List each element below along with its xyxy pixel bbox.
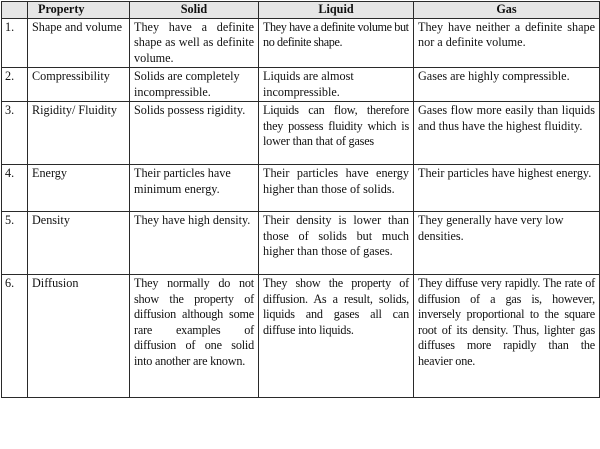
cell-liquid: Their particles have energy higher than … bbox=[258, 164, 414, 212]
header-liquid: Liquid bbox=[258, 1, 414, 19]
row-property: Diffusion bbox=[27, 274, 130, 398]
table-row: 2. Compressibility Solids are completely… bbox=[1, 67, 600, 102]
cell-solid: They have high density. bbox=[129, 211, 259, 275]
cell-solid: They have a definite shape as well as de… bbox=[129, 17, 259, 68]
row-property: Compressibility bbox=[27, 67, 130, 102]
states-of-matter-table: Property Solid Liquid Gas 1. Shape and v… bbox=[1, 1, 600, 398]
cell-liquid: They have a definite volume but no defin… bbox=[258, 17, 414, 68]
row-number: 6. bbox=[1, 274, 28, 398]
row-property: Rigidity/ Fluidity bbox=[27, 101, 130, 165]
row-number: 4. bbox=[1, 164, 28, 212]
cell-solid: Solids are completely incompressible. bbox=[129, 67, 259, 102]
row-property: Density bbox=[27, 211, 130, 275]
header-property: Property bbox=[27, 1, 130, 19]
cell-gas: They diffuse very rapidly. The rate of d… bbox=[413, 274, 600, 398]
cell-solid: They normally do not show the property o… bbox=[129, 274, 259, 398]
cell-solid: Their particles have minimum energy. bbox=[129, 164, 259, 212]
cell-gas: They generally have very low densities. bbox=[413, 211, 600, 275]
cell-gas: Gases are highly compressible. bbox=[413, 67, 600, 102]
row-property: Shape and volume bbox=[27, 17, 130, 68]
cell-solid: Solids possess rigidity. bbox=[129, 101, 259, 165]
row-property: Energy bbox=[27, 164, 130, 212]
cell-gas: They have neither a definite shape nor a… bbox=[413, 17, 600, 68]
table-row: 4. Energy Their particles have minimum e… bbox=[1, 164, 600, 212]
cell-liquid: Their density is lower than those of sol… bbox=[258, 211, 414, 275]
table-row: 1. Shape and volume They have a definite… bbox=[1, 17, 600, 68]
row-number: 1. bbox=[1, 17, 28, 68]
header-number bbox=[1, 1, 28, 19]
cell-liquid: They show the property of diffusion. As … bbox=[258, 274, 414, 398]
row-number: 5. bbox=[1, 211, 28, 275]
row-number: 2. bbox=[1, 67, 28, 102]
table-row: 3. Rigidity/ Fluidity Solids possess rig… bbox=[1, 101, 600, 165]
cell-gas: Gases flow more easily than liquids and … bbox=[413, 101, 600, 165]
header-row: Property Solid Liquid Gas bbox=[1, 1, 600, 19]
table-row: 6. Diffusion They normally do not show t… bbox=[1, 274, 600, 398]
row-number: 3. bbox=[1, 101, 28, 165]
header-gas: Gas bbox=[413, 1, 600, 19]
cell-liquid: Liquids can flow, therefore they possess… bbox=[258, 101, 414, 165]
cell-liquid: Liquids are almost incompressible. bbox=[258, 67, 414, 102]
table-row: 5. Density They have high density. Their… bbox=[1, 211, 600, 275]
header-solid: Solid bbox=[129, 1, 259, 19]
cell-gas: Their particles have highest energy. bbox=[413, 164, 600, 212]
